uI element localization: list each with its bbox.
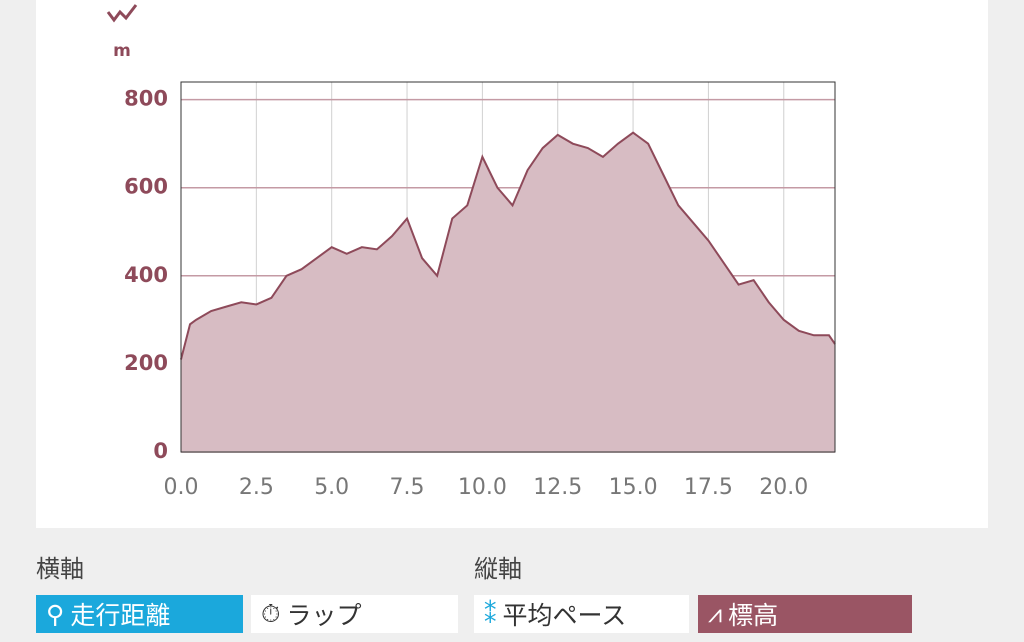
x-tick-label: 17.5 <box>684 475 733 500</box>
lap-button[interactable]: ⏱ ラップ <box>251 595 458 633</box>
y-tick-label: 200 <box>124 351 168 375</box>
button-label: 平均ペース <box>502 601 627 630</box>
x-tick-label: 7.5 <box>390 475 425 500</box>
area <box>181 132 835 452</box>
y-tick-label: 0 <box>153 439 168 463</box>
y-unit: m <box>113 41 131 61</box>
x-tick-label: 5.0 <box>314 475 349 500</box>
y-tick-label: 600 <box>124 175 168 199</box>
y-tick-label: 800 <box>124 87 168 111</box>
x-tick-label: 10.0 <box>458 475 507 500</box>
chart: m 0.0 2.5 5.0 7.5 10.0 12.5 15.0 17.5 20.0 0 200 40… <box>106 4 836 500</box>
button-label: ラップ <box>286 601 362 630</box>
button-label: 走行距離 <box>70 601 171 630</box>
x-tick-label: 20.0 <box>759 475 808 500</box>
x-tick-label: 0.0 <box>164 475 199 500</box>
button-label: 標高 <box>728 601 779 630</box>
y-axis-label: 縦軸 <box>474 555 522 583</box>
elevation-icon <box>106 4 138 23</box>
plot-border <box>180 81 836 453</box>
icon: ⩘ <box>708 599 723 628</box>
elevation-button[interactable]: ⩘ 標高 <box>698 595 912 633</box>
icon: ⚲ <box>46 599 65 629</box>
x-tick-label: 2.5 <box>239 475 274 500</box>
x-axis-label: 横軸 <box>36 555 84 583</box>
x-tick-label: 12.5 <box>533 475 582 500</box>
y-tick-label: 400 <box>124 263 168 287</box>
x-tick-label: 15.0 <box>609 475 658 500</box>
distance-button[interactable]: ⚲ 走行距離 <box>36 595 243 633</box>
icon: ⏱ <box>261 599 281 628</box>
icon: ⁑ <box>484 599 497 629</box>
pace-button[interactable]: ⁑ 平均ペース <box>474 595 689 633</box>
line <box>180 131 836 360</box>
